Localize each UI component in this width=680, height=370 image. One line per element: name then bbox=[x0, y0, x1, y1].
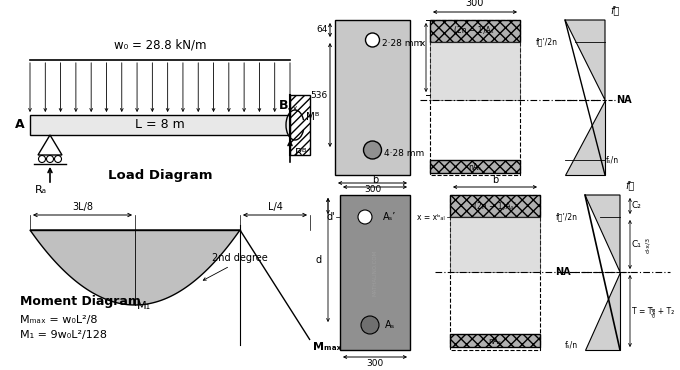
Text: L = 8 m: L = 8 m bbox=[135, 118, 185, 131]
Text: d': d' bbox=[326, 212, 335, 222]
Text: fₛ/n: fₛ/n bbox=[606, 155, 619, 165]
Text: Load Diagram: Load Diagram bbox=[107, 168, 212, 182]
Text: 300: 300 bbox=[364, 185, 381, 194]
Bar bbox=[450, 217, 540, 272]
Text: 3L/8: 3L/8 bbox=[72, 202, 93, 212]
Text: d-x/3: d-x/3 bbox=[645, 236, 650, 253]
Text: Mₘₐₓ: Mₘₐₓ bbox=[313, 342, 341, 352]
Text: Aₛ: Aₛ bbox=[385, 320, 395, 330]
Circle shape bbox=[361, 316, 379, 334]
Polygon shape bbox=[30, 230, 240, 305]
Bar bbox=[340, 195, 410, 350]
Bar bbox=[335, 20, 410, 175]
Text: T = T₁ + T₂: T = T₁ + T₂ bbox=[632, 306, 675, 316]
Text: Moment Diagram: Moment Diagram bbox=[20, 295, 141, 308]
Circle shape bbox=[366, 33, 379, 47]
Text: fₛ/n: fₛ/n bbox=[565, 340, 578, 350]
Text: 2nd degree: 2nd degree bbox=[212, 253, 268, 263]
Text: Rᴮ: Rᴮ bbox=[295, 148, 307, 158]
Text: 2·28 mm: 2·28 mm bbox=[382, 40, 423, 48]
Circle shape bbox=[364, 141, 381, 159]
Bar bbox=[450, 195, 540, 217]
Bar bbox=[30, 115, 290, 135]
Bar bbox=[430, 20, 520, 42]
Polygon shape bbox=[565, 100, 605, 175]
Polygon shape bbox=[240, 230, 310, 340]
Text: fⲜ: fⲜ bbox=[625, 180, 634, 190]
Polygon shape bbox=[585, 195, 620, 272]
Bar bbox=[290, 95, 310, 155]
Polygon shape bbox=[565, 20, 605, 100]
Text: M₁ = 9w₀L²/128: M₁ = 9w₀L²/128 bbox=[20, 330, 107, 340]
Text: x: x bbox=[420, 38, 425, 47]
Bar bbox=[450, 334, 540, 347]
Text: d-d': d-d' bbox=[652, 305, 657, 317]
Bar bbox=[450, 195, 540, 350]
Text: MATHALINO.COM: MATHALINO.COM bbox=[373, 249, 377, 296]
Text: L/4: L/4 bbox=[267, 202, 282, 212]
Text: x = xᵇₐₗ: x = xᵇₐₗ bbox=[418, 212, 445, 222]
Text: b: b bbox=[372, 175, 378, 185]
Bar bbox=[430, 160, 520, 173]
Text: 4·28 mm: 4·28 mm bbox=[384, 149, 425, 158]
Text: 300: 300 bbox=[367, 359, 384, 368]
Text: nAₛ: nAₛ bbox=[469, 162, 481, 172]
Text: (2n − 1)Aₛ’: (2n − 1)Aₛ’ bbox=[454, 27, 496, 36]
Bar bbox=[430, 42, 520, 100]
Text: b: b bbox=[492, 175, 498, 185]
Text: C₂: C₂ bbox=[632, 202, 642, 211]
Text: w₀ = 28.8 kN/m: w₀ = 28.8 kN/m bbox=[114, 39, 206, 52]
Text: Mₘₐₓ = w₀L²/8: Mₘₐₓ = w₀L²/8 bbox=[20, 315, 97, 325]
Bar bbox=[430, 20, 520, 175]
Polygon shape bbox=[585, 272, 620, 350]
Text: fⲜ’/2n: fⲜ’/2n bbox=[556, 212, 578, 222]
Text: Mᴮ: Mᴮ bbox=[306, 112, 320, 122]
Text: Rₐ: Rₐ bbox=[35, 185, 47, 195]
Text: 64: 64 bbox=[317, 26, 328, 34]
Text: A: A bbox=[16, 118, 25, 131]
Text: 300: 300 bbox=[466, 0, 484, 8]
Text: d: d bbox=[316, 255, 322, 265]
Text: nAₛ: nAₛ bbox=[488, 336, 502, 346]
Text: B: B bbox=[279, 99, 288, 112]
Text: Aₛ’: Aₛ’ bbox=[383, 212, 396, 222]
Text: fⲜ: fⲜ bbox=[610, 5, 619, 15]
Circle shape bbox=[358, 210, 372, 224]
Text: 536: 536 bbox=[311, 91, 328, 100]
Text: (2n − 1)Aₛ’: (2n − 1)Aₛ’ bbox=[474, 202, 516, 211]
Text: C₁: C₁ bbox=[632, 240, 642, 249]
Text: M₁: M₁ bbox=[137, 301, 151, 311]
Text: fⲜ’/2n: fⲜ’/2n bbox=[536, 37, 558, 47]
Text: NA: NA bbox=[616, 95, 632, 105]
Text: NA: NA bbox=[555, 267, 571, 277]
